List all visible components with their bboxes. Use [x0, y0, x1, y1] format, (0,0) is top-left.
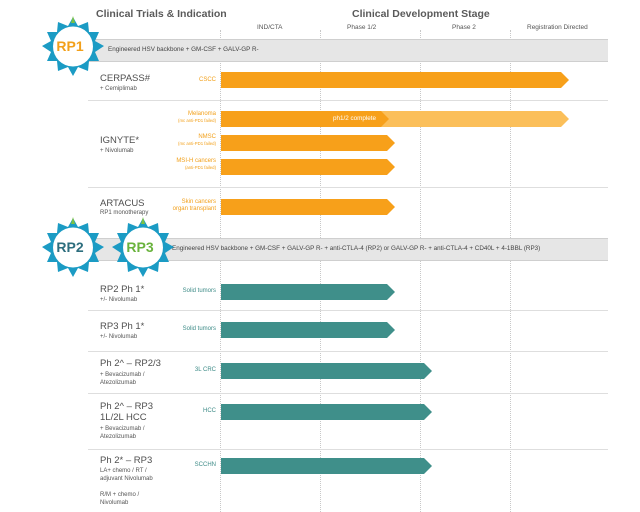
trial-ph2-scchn-sub4: Nivolumab [100, 500, 129, 506]
trial-ph2-crc-sub2: Atezolizumab [100, 380, 137, 386]
trial-ph2-hcc-name2: 1L/2L HCC [100, 412, 147, 423]
trial-rp2-ph1-name: RP2 Ph 1* [100, 284, 145, 295]
row-separator [88, 310, 608, 311]
indication-skin-cancers: Skin cancers organ transplant [172, 199, 216, 212]
rp1-badge-label: RP1 [56, 38, 84, 54]
rp2-badge-icon [42, 217, 104, 277]
melanoma-status-note: ph1/2 complete [333, 115, 377, 122]
indication-scchn: SCCHN [194, 462, 216, 468]
rp1-backbone-band [88, 39, 608, 62]
trial-ph2-crc-sub1: + Bevacizumab / [100, 372, 145, 378]
trial-cerpass-sub: + Cemiplimab [100, 86, 137, 92]
stage-gridline [420, 30, 421, 512]
ph2-hcc-progress-bar [221, 404, 432, 420]
trials-column-title: Clinical Trials & Indication [96, 8, 227, 20]
rp1-backbone-text: Engineered HSV backbone + GM-CSF + GALV-… [108, 46, 259, 53]
row-separator [88, 100, 608, 101]
rp3-badge-icon [112, 217, 174, 277]
stage-ind-cta: IND/CTA [257, 24, 283, 31]
trial-ignyte-name: IGNYTE* [100, 135, 140, 146]
indication-msi-h: MSI-H cancers (anti-PD1 failed) [176, 158, 216, 170]
rp2-badge-label: RP2 [56, 239, 84, 255]
indication-melanoma: Melanoma (mc anti-PD1 failed) [178, 111, 216, 123]
trial-ph2-hcc-sub1: + Bevacizumab / [100, 426, 145, 432]
artacus-progress-bar [221, 199, 395, 215]
ph2-crc-progress-bar [221, 363, 432, 379]
trial-ph2-scchn-sub1: LA+ chemo / RT / [100, 468, 147, 474]
rp2-rp3-backbone-band [88, 238, 608, 261]
ph2-scchn-progress-bar [221, 458, 432, 474]
trial-ph2-hcc-name1: Ph 2^ – RP3 [100, 401, 154, 412]
trial-artacus-sub: RP1 monotherapy [100, 210, 149, 216]
cerpass-progress-bar [221, 72, 569, 88]
indication-cscc: CSCC [198, 77, 216, 83]
stage-gridline [220, 30, 221, 512]
trial-rp2-ph1-sub: +/- Nivolumab [100, 297, 138, 303]
nmsc-progress-bar [221, 135, 395, 151]
stage-phase-2: Phase 2 [452, 24, 476, 31]
rp3-ph1-progress-bar [221, 322, 395, 338]
trial-ph2-hcc-sub2: Atezolizumab [100, 434, 137, 440]
stage-gridline [510, 30, 511, 512]
row-separator [88, 393, 608, 394]
trial-ph2-crc-name: Ph 2^ – RP2/3 [100, 358, 161, 369]
indication-hcc: HCC [203, 408, 216, 414]
rp3-badge-label: RP3 [126, 239, 154, 255]
row-separator [88, 351, 608, 352]
trial-rp3-ph1-name: RP3 Ph 1* [100, 321, 145, 332]
trial-rp3-ph1-sub: +/- Nivolumab [100, 334, 138, 340]
rp1-badge-icon [42, 16, 104, 76]
stage-registration-directed: Registration Directed [527, 24, 588, 31]
indication-nmsc: NMSC (mc anti-PD1 failed) [178, 134, 216, 146]
trial-ignyte-sub: + Nivolumab [100, 148, 134, 154]
stage-gridline [320, 30, 321, 512]
rp2-rp3-backbone-text: Engineered HSV backbone + GM-CSF + GALV-… [172, 245, 541, 252]
trial-cerpass-name: CERPASS# [100, 73, 150, 84]
indication-rp3-solid-tumors: Solid tumors [182, 326, 216, 332]
trial-ph2-scchn-sub3: R/M + chemo / [100, 492, 140, 498]
rp2-ph1-progress-bar [221, 284, 395, 300]
indication-3l-crc: 3L CRC [194, 367, 216, 373]
stage-column-title: Clinical Development Stage [352, 8, 490, 20]
row-separator [88, 449, 608, 450]
trial-ph2-scchn-sub2: adjuvant Nivolumab [100, 476, 153, 482]
melanoma-progress-bar [221, 111, 569, 127]
indication-rp2-solid-tumors: Solid tumors [182, 288, 216, 294]
row-separator [88, 187, 608, 188]
trial-artacus-name: ARTACUS [100, 198, 145, 209]
stage-phase-1-2: Phase 1/2 [347, 24, 377, 31]
msi-h-progress-bar [221, 159, 395, 175]
trial-ph2-scchn-name: Ph 2* – RP3 [100, 455, 153, 466]
